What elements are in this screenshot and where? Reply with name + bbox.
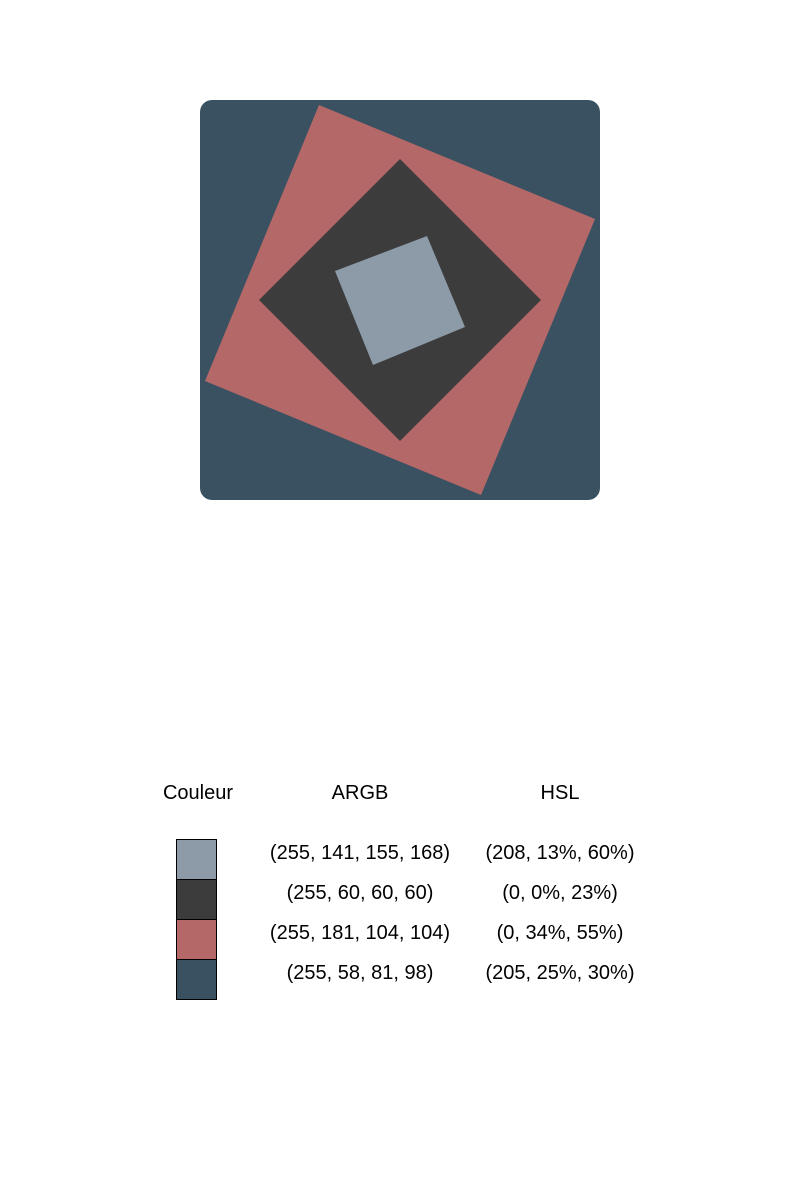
- hsl-value: (208, 13%, 60%): [485, 842, 635, 864]
- argb-value: (255, 60, 60, 60): [286, 882, 434, 904]
- legend-header-argb: ARGB: [331, 782, 389, 804]
- argb-value: (255, 181, 104, 104): [269, 922, 451, 944]
- color-swatch: [176, 839, 217, 880]
- argb-value: (255, 58, 81, 98): [286, 962, 434, 984]
- hsl-value: (0, 34%, 55%): [496, 922, 624, 944]
- legend-header-hsl: HSL: [540, 782, 580, 804]
- color-swatch: [176, 959, 217, 1000]
- argb-value: (255, 141, 155, 168): [269, 842, 451, 864]
- hsl-value: (205, 25%, 30%): [485, 962, 635, 984]
- legend-header-color: Couleur: [162, 782, 234, 804]
- color-swatch: [176, 919, 217, 960]
- inner-rotated-square: [335, 236, 465, 365]
- hsl-value: (0, 0%, 23%): [502, 882, 618, 904]
- color-swatch: [176, 879, 217, 920]
